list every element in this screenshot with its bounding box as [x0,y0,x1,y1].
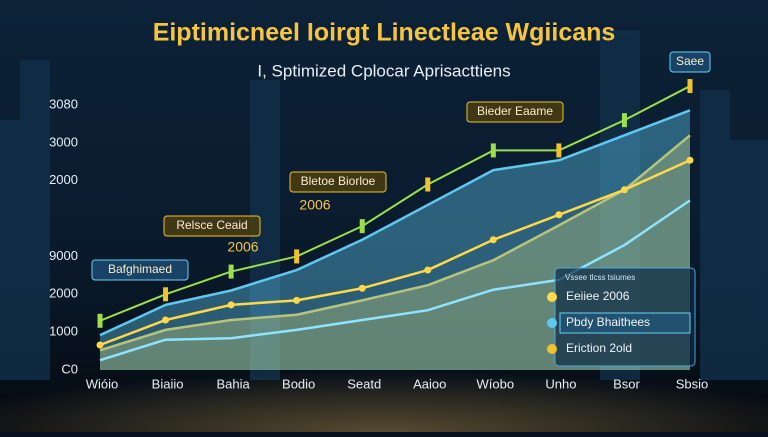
legend-title: Vssee tlcss tsiumes [565,273,635,282]
point [293,296,301,304]
area-fill [100,135,690,370]
x-tick-label: Seatd [347,376,381,391]
y-tick-label: 3080 [49,96,78,111]
legend-label: Eriction 2old [566,341,632,355]
legend: Vssee tlcss tsiumes Eeiiee 2006 Pbdy Bhai… [547,267,696,367]
annotation: Relsce Ceaid [176,218,247,232]
annotation: Saee [676,54,704,68]
candle [556,143,562,158]
candle [490,143,496,158]
candle [359,219,365,234]
y-tick-label: C0 [61,361,78,376]
annotation: 2006 [299,197,330,213]
series-line [99,85,691,322]
plot: C0 1000 2000 9000 2000 3000 3080 Wióio Biaiio Bah… [49,51,711,391]
chart-title: Eiptimicneel Ioirgt Linectleae Wgiicans [153,19,616,47]
legend-swatch [547,344,557,354]
x-tick-label: Aaioo [413,376,446,391]
y-tick-label: 1000 [49,324,78,339]
annotation: Bafghimaed [108,262,172,276]
y-tick-label: 2000 [49,286,78,301]
x-tick-label: Biaiio [152,376,184,391]
legend-row [559,312,691,334]
chart-subtitle: I, Sptimized Cplocar Aprisacttiens [257,61,510,80]
candle [621,113,627,128]
annotation-box [91,259,189,281]
point [620,186,628,194]
x-tick-label: Bahia [216,376,250,391]
candle [228,264,234,279]
candle [163,287,169,302]
y-tick-label: 9000 [49,248,78,263]
x-tick-label: Wíobo [477,376,515,391]
point [96,341,104,349]
annotation-box [669,51,711,73]
series-line [99,109,691,337]
annotation-box [466,101,564,123]
point [424,266,432,274]
candle [425,177,431,192]
x-tick-label: Sbsio [676,376,709,391]
point [162,316,170,324]
area-fill [100,110,690,371]
legend-swatch [547,318,557,328]
legend-label: Pbdy Bhaithees [566,315,650,329]
point [358,284,366,292]
candle [294,249,300,264]
annotation-box [163,215,261,237]
y-tick-label: 2000 [49,172,78,187]
x-tick-label: Bodio [282,376,315,391]
series-line [99,199,691,362]
legend-swatch [547,292,557,302]
legend-label: Eeiiee 2006 [566,289,630,303]
point [227,301,235,309]
annotation: Bletoe Biorloe [301,174,376,188]
y-tick-label: 3000 [49,134,78,149]
candle [687,79,693,94]
series-line [99,134,691,352]
x-tick-label: Bsor [613,376,640,391]
x-tick-label: Unho [545,376,576,391]
point [686,156,694,164]
x-tick-label: Wióio [86,376,119,391]
series-line [99,159,691,347]
point [555,211,563,219]
annotation: Bieder Eaame [477,104,553,118]
candle [97,313,103,328]
annotation-box [289,171,387,193]
annotation: 2006 [227,239,258,255]
point [489,236,497,244]
